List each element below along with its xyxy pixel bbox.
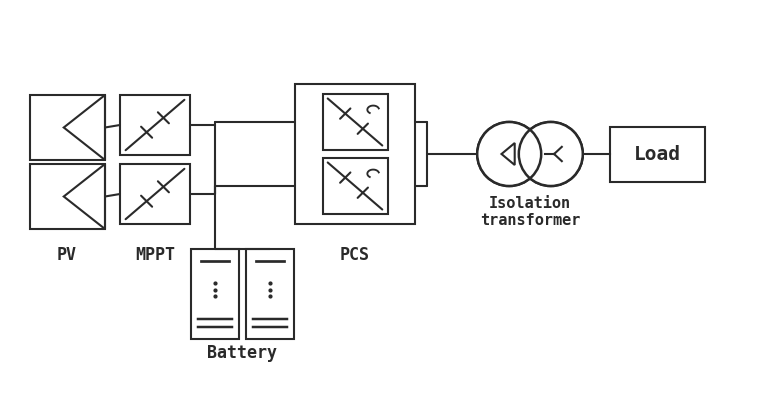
Text: PV: PV xyxy=(57,246,77,264)
Circle shape xyxy=(478,123,540,185)
Text: Battery: Battery xyxy=(207,344,277,362)
Text: Isolation
transformer: Isolation transformer xyxy=(480,196,580,228)
Bar xyxy=(322,158,388,214)
Bar xyxy=(610,126,705,181)
Text: Load: Load xyxy=(634,145,681,164)
Bar xyxy=(322,94,388,150)
Text: PCS: PCS xyxy=(340,246,370,264)
Bar xyxy=(30,95,105,160)
Bar xyxy=(246,249,294,339)
Bar xyxy=(120,164,190,224)
Text: MPPT: MPPT xyxy=(135,246,175,264)
Bar xyxy=(120,95,190,155)
Bar xyxy=(295,84,415,224)
Bar xyxy=(30,164,105,229)
Bar xyxy=(191,249,239,339)
Circle shape xyxy=(519,123,582,185)
